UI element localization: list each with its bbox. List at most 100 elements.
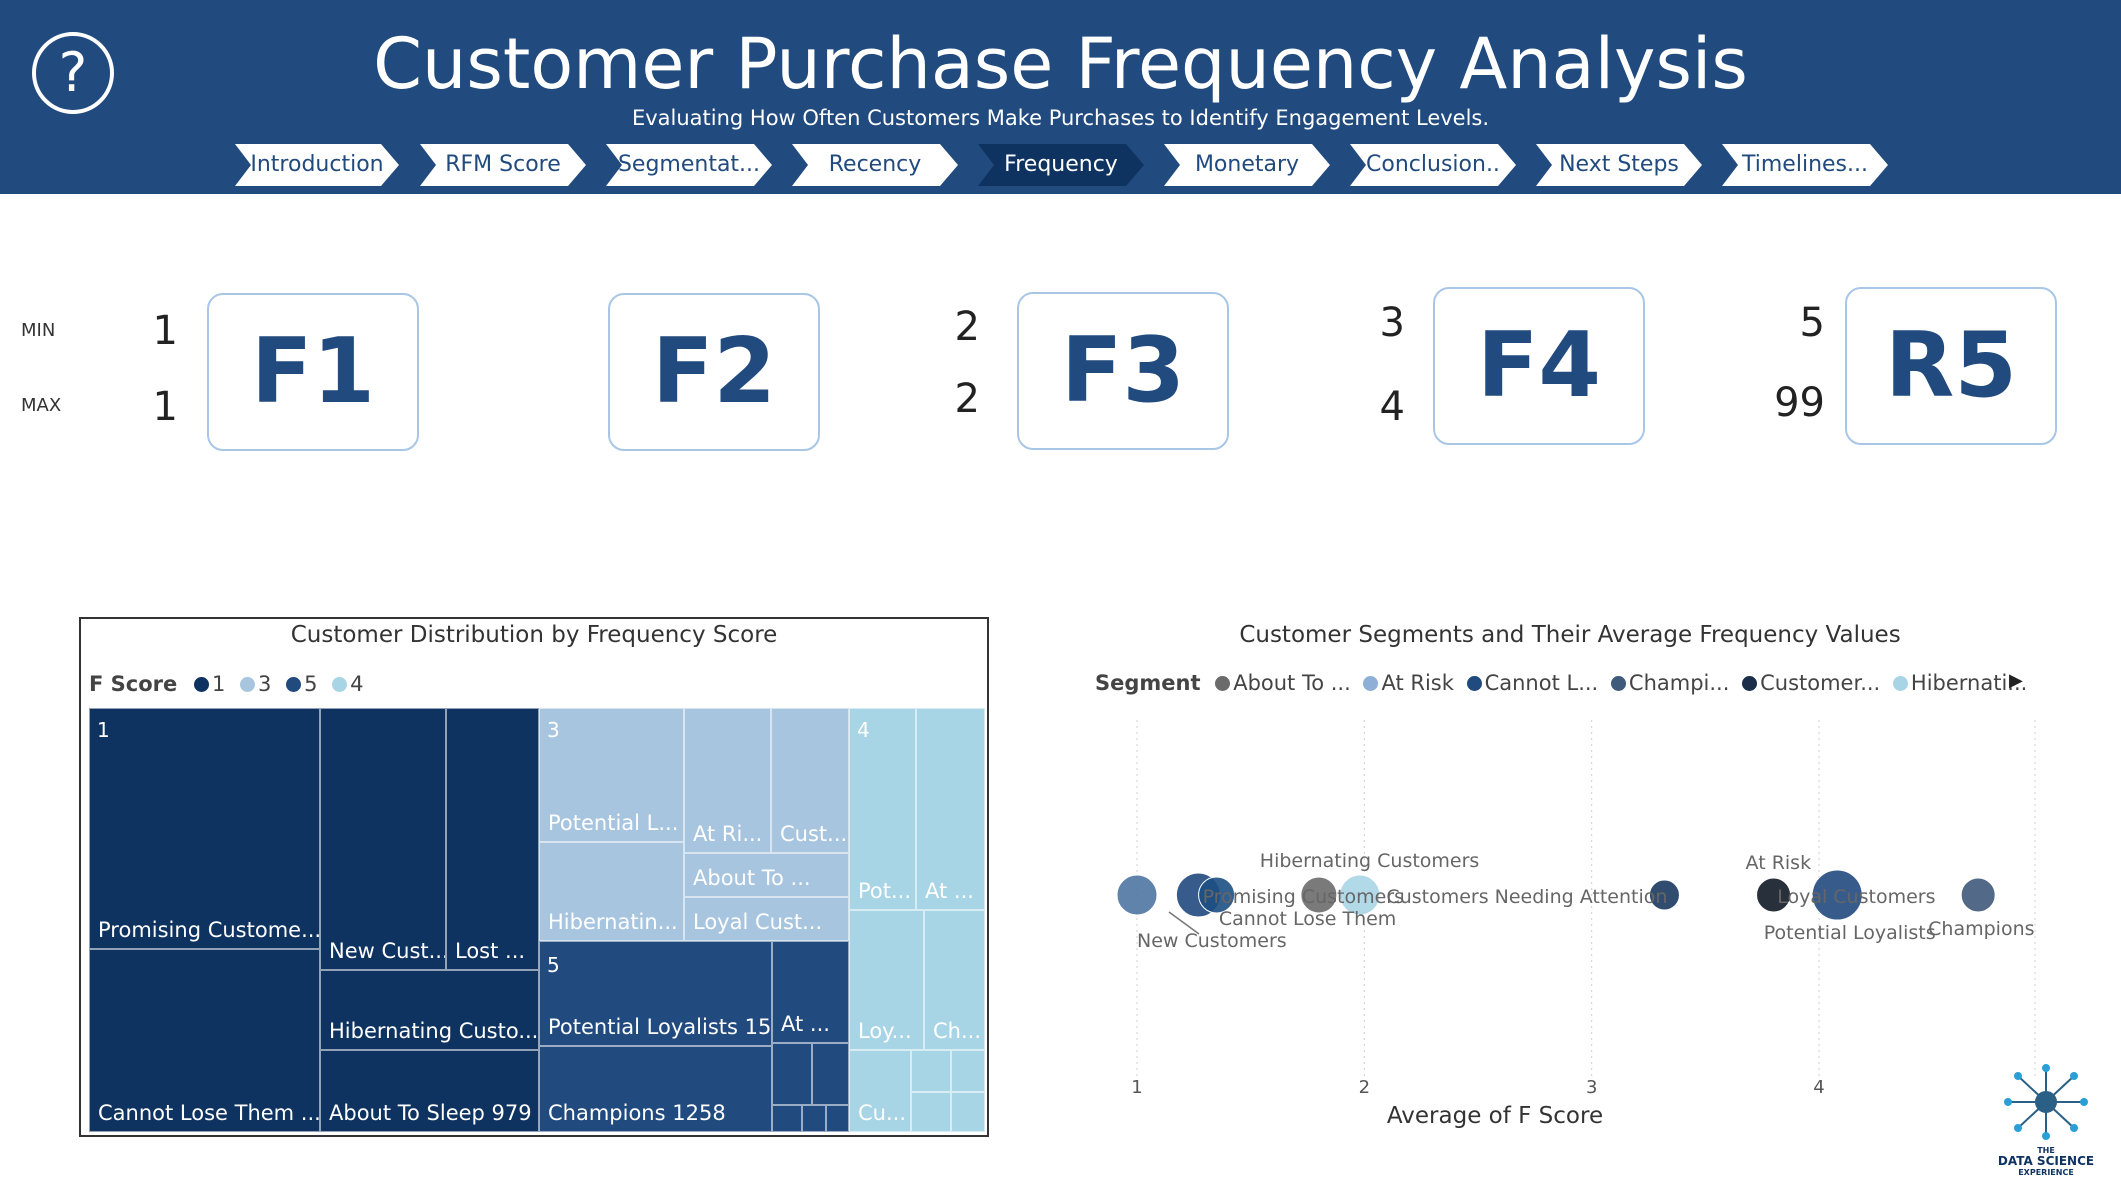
scatter-point[interactable] [1116, 874, 1158, 916]
treemap-cell[interactable] [951, 1092, 985, 1132]
scatter-point[interactable] [1960, 877, 1996, 913]
legend-item-about-to[interactable]: About To ... [1215, 671, 1351, 695]
scatter-x-tick: 2 [1359, 1077, 1370, 1098]
treemap-cell[interactable]: Loy... [849, 910, 924, 1050]
legend-dot-icon [1215, 676, 1231, 691]
scatter-point-label: Customers Needing Attention [1386, 886, 1667, 908]
treemap-cell[interactable]: Cust... [771, 708, 849, 853]
max-label: MAX [21, 395, 62, 416]
legend-dot-icon [286, 677, 302, 692]
scatter-point[interactable] [1339, 874, 1381, 916]
treemap-cell[interactable]: Pot... [849, 708, 916, 910]
treemap-cell[interactable]: New Cust... [320, 708, 446, 970]
scatter-point-label: Promising Customers [1203, 886, 1404, 908]
treemap-cell[interactable] [826, 1105, 849, 1132]
treemap-cell[interactable] [911, 1050, 951, 1092]
scatter-point[interactable] [1648, 879, 1680, 911]
treemap-cell[interactable]: At ... [916, 708, 985, 910]
treemap-cell[interactable]: Potential Loyalists 15... [539, 941, 772, 1046]
legend-item-cannot-lose[interactable]: Cannot L... [1466, 671, 1598, 695]
legend-item-3[interactable]: 3 [240, 672, 271, 696]
legend-item-customers[interactable]: Customer... [1742, 671, 1880, 695]
treemap-panel [79, 617, 989, 1137]
scatter-x-tick: 3 [1586, 1077, 1597, 1098]
question-circle-icon[interactable]: ? [32, 32, 114, 114]
treemap-cell[interactable]: At ... [772, 941, 849, 1043]
treemap-cell[interactable]: At Ri... [684, 708, 771, 853]
triangle-right-icon[interactable]: ▶ [2009, 670, 2023, 691]
label-leader-line [1168, 911, 1200, 935]
treemap-cell[interactable]: Ch... [924, 910, 985, 1050]
page-title: Customer Purchase Frequency Analysis [373, 23, 1748, 105]
legend-item-champions[interactable]: Champi... [1610, 671, 1729, 695]
scatter-point[interactable] [1756, 877, 1792, 913]
logo-text: THE DATA SCIENCE EXPERIENCE [1997, 1146, 2095, 1177]
treemap-cell[interactable] [951, 1050, 985, 1092]
scatter-point[interactable] [1198, 876, 1236, 914]
treemap-cell[interactable]: About To Sleep 979 [320, 1050, 539, 1132]
nav-rfm-score[interactable]: RFM Score [420, 144, 586, 186]
legend-item-hibernating[interactable]: Hibernati... [1892, 671, 2027, 695]
legend-item-at-risk[interactable]: At Risk [1363, 671, 1454, 695]
nav-timelines[interactable]: Timelines... [1722, 144, 1888, 186]
r5-card[interactable]: R5 [1845, 287, 2057, 445]
nav-monetary[interactable]: Monetary [1164, 144, 1330, 186]
legend-item-1[interactable]: 1 [193, 672, 225, 696]
treemap-cell[interactable]: Hibernatin... [539, 842, 684, 941]
f1-max-value: 1 [152, 384, 178, 430]
f2-card[interactable]: F2 [608, 293, 820, 451]
legend-dot-icon [332, 677, 348, 692]
scatter-x-tick: 1 [1131, 1077, 1142, 1098]
legend-dot-icon [1610, 676, 1626, 691]
legend-dot-icon [1892, 676, 1908, 691]
scatter-x-ticks: 1 2 3 4 [1131, 1077, 1824, 1098]
f3-card[interactable]: F3 [1017, 292, 1229, 450]
treemap-cell[interactable]: Hibernating Custo... [320, 970, 539, 1050]
nav-recency[interactable]: Recency [792, 144, 958, 186]
treemap-cell[interactable]: Cu... [849, 1050, 911, 1132]
treemap-cell[interactable]: Loyal Cust... [684, 897, 849, 941]
nav-frequency[interactable]: Frequency [978, 144, 1144, 186]
scatter-point-label: Loyal Customers [1777, 886, 1935, 908]
treemap-cell[interactable] [812, 1043, 849, 1105]
f3-min-value: 2 [954, 304, 980, 350]
scatter-point-label: Hibernating Customers [1260, 850, 1480, 872]
f1-min-value: 1 [152, 308, 178, 354]
page-subtitle: Evaluating How Often Customers Make Purc… [631, 106, 1490, 130]
scatter-point[interactable] [1300, 876, 1338, 914]
f4-card[interactable]: F4 [1433, 287, 1645, 445]
scatter-points [1116, 869, 1996, 921]
legend-item-4[interactable]: 4 [332, 672, 364, 696]
treemap-group-label: 4 [857, 718, 870, 742]
nav-introduction[interactable]: Introduction [235, 144, 399, 186]
scatter-legend: Segment About To ... At Risk Cannot L...… [1095, 671, 2027, 695]
scatter-x-axis-label: Average of F Score [1386, 1103, 1604, 1129]
treemap-cell[interactable] [772, 1105, 802, 1132]
treemap-group-label: 1 [97, 718, 110, 742]
treemap-cell[interactable] [911, 1092, 951, 1132]
legend-item-5[interactable]: 5 [286, 672, 317, 696]
treemap-cell[interactable]: Cannot Lose Them ... [89, 949, 320, 1132]
nav-segmentation[interactable]: Segmentat... [606, 144, 772, 186]
r5-max-value: 99 [1774, 380, 1825, 426]
scatter-legend-title: Segment [1095, 671, 1201, 695]
min-label: MIN [21, 320, 56, 341]
treemap-cell[interactable]: Potential L... [539, 708, 684, 842]
r5-min-value: 5 [1799, 300, 1825, 346]
treemap-cell[interactable] [772, 1043, 812, 1105]
scatter-point-label: Champions [1928, 918, 2034, 940]
f1-card[interactable]: F1 [207, 293, 419, 451]
logo: THE DATA SCIENCE EXPERIENCE [1990, 1060, 2102, 1177]
treemap-cell[interactable]: About To ... [684, 853, 849, 897]
legend-dot-icon [1742, 676, 1758, 691]
treemap-cell[interactable]: Champions 1258 [539, 1046, 772, 1132]
scatter-point[interactable] [1811, 869, 1863, 921]
scatter-title: Customer Segments and Their Average Freq… [1239, 622, 1901, 648]
nav-conclusion[interactable]: Conclusion.. [1350, 144, 1516, 186]
treemap-cell[interactable]: Promising Custome... [89, 708, 320, 949]
treemap-group-label: 5 [547, 953, 560, 977]
treemap-cell[interactable] [802, 1105, 826, 1132]
nav-next-steps[interactable]: Next Steps [1536, 144, 1702, 186]
treemap-cell[interactable]: Lost ... [446, 708, 539, 970]
